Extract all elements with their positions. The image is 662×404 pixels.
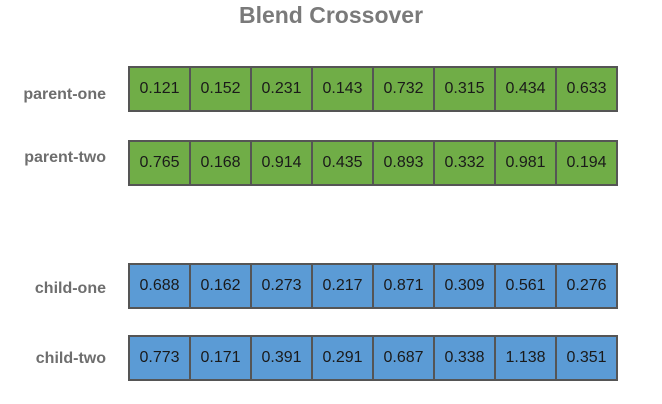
gene-cell: 0.688 [130,265,189,307]
gene-cell: 0.273 [250,265,311,307]
gene-cell: 0.171 [189,337,250,379]
gene-cell: 0.633 [555,68,616,110]
gene-cell: 0.871 [372,265,433,307]
row-label-parent-two: parent-two [24,149,106,166]
gene-cell: 0.773 [130,337,189,379]
gene-cell: 0.732 [372,68,433,110]
row-label-child-one: child-one [34,280,106,297]
gene-cell: 0.338 [433,337,494,379]
chromosome-child-two: 0.773 0.171 0.391 0.291 0.687 0.338 1.13… [128,335,618,381]
gene-cell: 0.143 [311,68,372,110]
gene-cell: 0.435 [311,142,372,184]
gene-cell: 0.217 [311,265,372,307]
chromosome-child-one: 0.688 0.162 0.273 0.217 0.871 0.309 0.56… [128,263,618,309]
chromosome-parent-one: 0.121 0.152 0.231 0.143 0.732 0.315 0.43… [128,66,618,112]
gene-cell: 1.138 [494,337,555,379]
gene-cell: 0.168 [189,142,250,184]
gene-cell: 0.893 [372,142,433,184]
gene-cell: 0.434 [494,68,555,110]
gene-cell: 0.391 [250,337,311,379]
gene-cell: 0.276 [555,265,616,307]
gene-cell: 0.332 [433,142,494,184]
row-label-child-two: child-two [35,350,106,367]
gene-cell: 0.351 [555,337,616,379]
gene-cell: 0.152 [189,68,250,110]
gene-cell: 0.315 [433,68,494,110]
gene-cell: 0.309 [433,265,494,307]
row-label-parent-one: parent-one [23,86,106,103]
gene-cell: 0.687 [372,337,433,379]
chromosome-parent-two: 0.765 0.168 0.914 0.435 0.893 0.332 0.98… [128,140,618,186]
gene-cell: 0.981 [494,142,555,184]
gene-cell: 0.291 [311,337,372,379]
gene-cell: 0.162 [189,265,250,307]
diagram-title: Blend Crossover [238,2,424,28]
gene-cell: 0.194 [555,142,616,184]
gene-cell: 0.914 [250,142,311,184]
gene-cell: 0.765 [130,142,189,184]
gene-cell: 0.231 [250,68,311,110]
gene-cell: 0.121 [130,68,189,110]
gene-cell: 0.561 [494,265,555,307]
